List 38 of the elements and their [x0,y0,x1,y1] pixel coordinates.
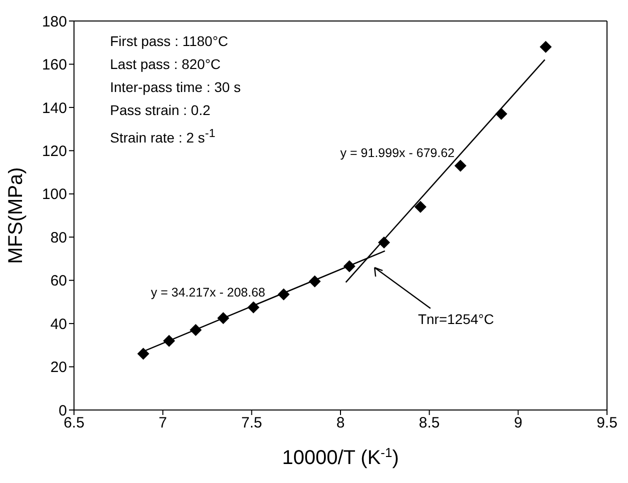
point [540,40,552,53]
point [454,160,466,172]
x-tick-label: 8 [336,414,345,432]
x-tick-label: 9.5 [596,414,618,432]
x-axis-title: 10000/T (K$^{-1}$) [282,444,399,469]
point [308,275,321,288]
y-tick-label: 80 [50,229,67,246]
annotation: y = 91.999x - 679.62 [340,146,455,160]
annotation: Strain rate : 2 s$^{-1}$ [110,126,216,148]
y-tick-label: 60 [50,272,67,290]
x-tick-label: 6.5 [64,414,84,432]
annotation: Tnr=1254°C [418,310,494,327]
point [247,301,260,314]
point [278,288,290,300]
y-tick-label: 180 [42,13,67,30]
annotation: Inter-pass time : 30 s [110,78,241,97]
annotation: Pass strain : 0.2 [110,101,212,120]
point [378,236,390,249]
annotation: y = 34.217x - 208.68 [150,286,266,300]
x-tick-label: 7 [158,414,168,432]
annotation: First pass : 1180°C [110,32,230,51]
y-tick-label: 160 [42,56,67,74]
point [217,312,230,324]
point [163,334,176,347]
point [343,260,356,272]
y-tick-label: 20 [50,359,67,376]
annotation: Last pass : 820°C [110,55,222,74]
point [190,324,202,336]
point [495,108,508,120]
x-tick-label: 9 [514,414,522,432]
y-tick-label: 140 [42,100,67,117]
x-tick-label: 7.5 [241,414,262,432]
point [137,348,150,360]
x-tick-label: 8.5 [418,414,440,432]
point [414,200,426,213]
y-tick-label: 120 [42,142,67,160]
y-tick-label: 40 [50,316,67,333]
y-tick-label: 100 [42,186,67,204]
